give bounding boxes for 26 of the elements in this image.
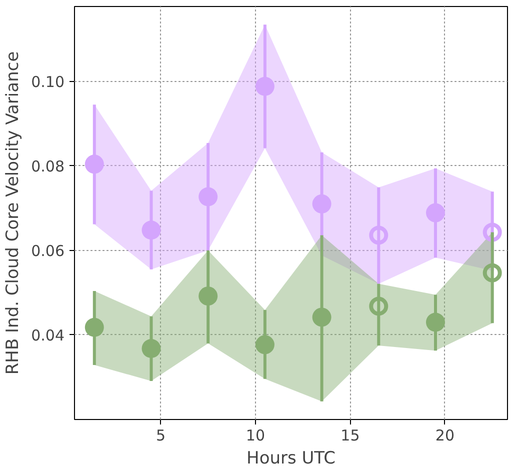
point — [482, 222, 502, 242]
y-tick-label: 0.04 — [31, 326, 65, 344]
point — [84, 318, 104, 337]
point — [255, 335, 274, 354]
y-tick-label: 0.06 — [31, 242, 65, 260]
point — [369, 226, 388, 245]
x-tick-label: 5 — [156, 426, 166, 444]
point — [312, 194, 332, 214]
point — [142, 220, 161, 240]
point — [369, 296, 388, 316]
point — [255, 76, 274, 96]
point — [426, 203, 445, 222]
point — [198, 187, 218, 206]
point — [84, 154, 104, 174]
y-tick-label: 0.10 — [31, 72, 65, 91]
point — [312, 308, 332, 327]
x-tick-label: 15 — [340, 426, 360, 444]
x-tick-label: 20 — [435, 426, 455, 444]
x-axis-title: Hours UTC — [246, 448, 336, 468]
y-tick-label: 0.08 — [31, 157, 65, 176]
point — [426, 312, 445, 332]
point — [142, 339, 161, 358]
x-tick-label: 10 — [246, 426, 266, 444]
point — [482, 263, 502, 282]
y-axis-title: RHB Ind. Cloud Core Velocity Variance — [3, 51, 24, 375]
point — [198, 286, 218, 306]
